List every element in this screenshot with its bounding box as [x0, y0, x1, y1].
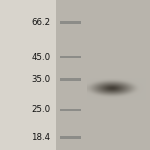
FancyBboxPatch shape [60, 56, 81, 58]
Text: 25.0: 25.0 [31, 105, 50, 114]
FancyBboxPatch shape [60, 21, 81, 24]
FancyBboxPatch shape [60, 109, 81, 111]
Text: 18.4: 18.4 [31, 133, 50, 142]
Text: 66.2: 66.2 [31, 18, 50, 27]
FancyBboxPatch shape [60, 78, 81, 81]
FancyBboxPatch shape [0, 0, 56, 150]
Text: 45.0: 45.0 [31, 53, 50, 62]
FancyBboxPatch shape [60, 136, 81, 139]
FancyBboxPatch shape [56, 0, 150, 150]
Text: 35.0: 35.0 [31, 75, 50, 84]
